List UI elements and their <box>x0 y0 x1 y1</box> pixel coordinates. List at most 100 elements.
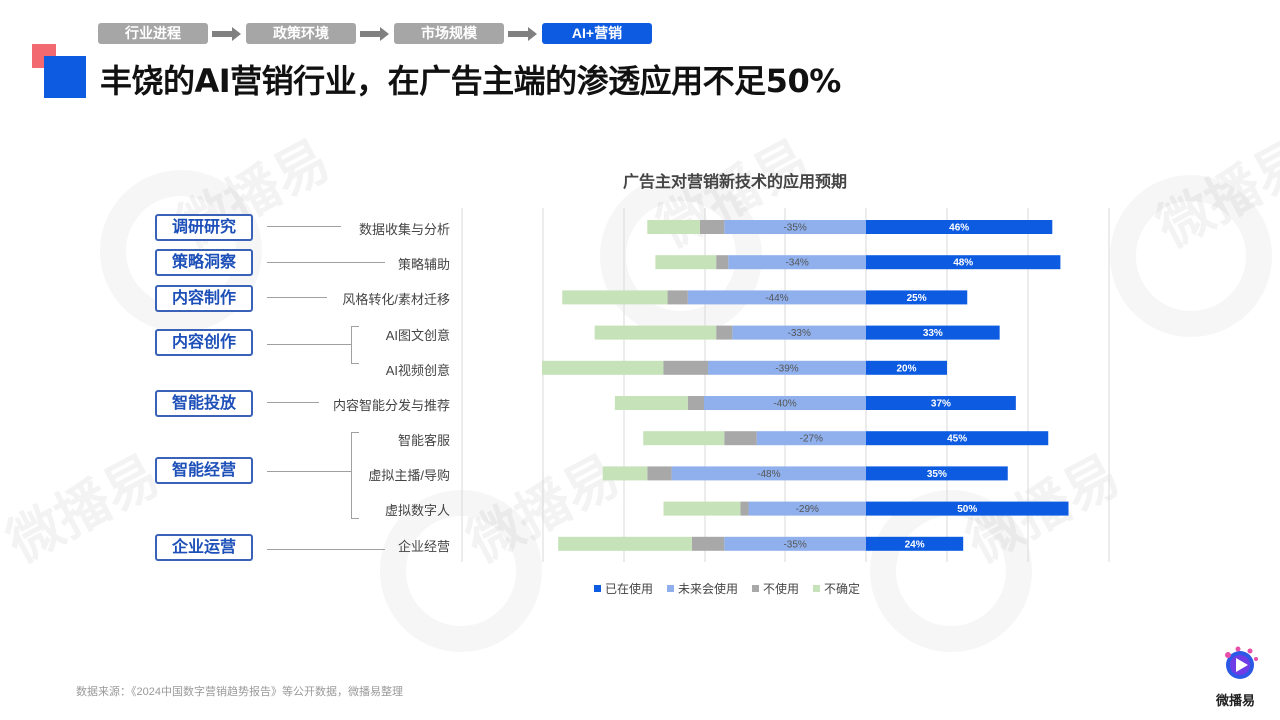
breadcrumb-step[interactable]: 市场规模 <box>394 23 504 44</box>
data-label-future: -39% <box>775 363 798 374</box>
bar-unsure[interactable] <box>558 536 692 551</box>
connector-line <box>267 471 351 472</box>
breadcrumb-step[interactable]: 政策环境 <box>246 23 356 44</box>
connector-line <box>267 549 385 550</box>
bar-future-use[interactable] <box>724 536 866 551</box>
decorative-square <box>44 56 86 98</box>
bar-already-using[interactable] <box>866 290 968 305</box>
data-label-future: -48% <box>757 469 780 480</box>
bar-unsure[interactable] <box>655 255 717 270</box>
category-box: 内容创作 <box>155 329 253 356</box>
legend-label: 不确定 <box>824 582 861 596</box>
row-label: 策略辅助 <box>397 257 450 272</box>
bar-already-using[interactable] <box>866 536 964 551</box>
category-box: 智能经营 <box>155 457 253 484</box>
bar-already-using[interactable] <box>866 396 1016 410</box>
data-label-future: -33% <box>787 328 810 339</box>
row-label: 智能客服 <box>397 433 450 448</box>
legend-item[interactable]: 不确定 <box>813 580 860 597</box>
bar-not-use[interactable] <box>716 325 733 340</box>
bar-unsure[interactable] <box>602 466 648 481</box>
legend-item[interactable]: 已在使用 <box>594 580 653 597</box>
bar-not-use[interactable] <box>667 290 688 305</box>
row-label: AI图文创意 <box>385 328 450 343</box>
connector-line <box>267 226 341 227</box>
legend-label: 已在使用 <box>605 582 654 596</box>
arrow-right-icon <box>208 23 246 44</box>
bar-not-use[interactable] <box>699 220 725 234</box>
bar-future-use[interactable] <box>756 431 866 446</box>
bar-unsure[interactable] <box>643 431 725 446</box>
bracket-line <box>351 363 359 364</box>
bar-not-use[interactable] <box>740 501 749 516</box>
bar-already-using[interactable] <box>866 431 1049 446</box>
connector-line <box>267 262 385 263</box>
bar-already-using[interactable] <box>866 466 1008 481</box>
legend-item[interactable]: 未来会使用 <box>667 580 738 597</box>
data-label-used: 24% <box>905 539 925 550</box>
page-title: 丰饶的AI营销行业，在广告主端的渗透应用不足50% <box>100 62 841 100</box>
row-label: 虚拟主播/导购 <box>368 468 450 483</box>
category-box: 策略洞察 <box>155 249 253 276</box>
row-label: AI视频创意 <box>385 363 450 378</box>
bar-unsure[interactable] <box>614 396 688 410</box>
bar-already-using[interactable] <box>866 501 1069 516</box>
bar-future-use[interactable] <box>671 466 866 481</box>
bar-not-use[interactable] <box>716 255 729 270</box>
bracket-line <box>351 432 352 518</box>
row-label: 风格转化/素材迁移 <box>342 292 450 307</box>
data-label-used: 20% <box>896 363 916 374</box>
connector-line <box>267 344 351 345</box>
data-label-used: 50% <box>957 504 977 515</box>
breadcrumb-step-active[interactable]: AI+营销 <box>542 23 652 44</box>
category-box: 内容制作 <box>155 285 253 312</box>
legend-label: 不使用 <box>763 582 800 596</box>
data-source-note: 数据来源：《2024中国数字营销趋势报告》等公开数据，微播易整理 <box>76 686 403 698</box>
bar-already-using[interactable] <box>866 325 1000 340</box>
bar-future-use[interactable] <box>724 220 866 234</box>
bar-future-use[interactable] <box>732 325 866 340</box>
arrow-right-icon <box>504 23 542 44</box>
bar-not-use[interactable] <box>687 396 704 410</box>
bar-future-use[interactable] <box>728 255 866 270</box>
bar-future-use[interactable] <box>708 360 866 375</box>
bar-future-use[interactable] <box>687 290 866 305</box>
bracket-line <box>351 326 352 363</box>
bracket-line <box>351 326 359 327</box>
bar-future-use[interactable] <box>748 501 866 516</box>
legend-label: 未来会使用 <box>678 582 739 596</box>
breadcrumb-step[interactable]: 行业进程 <box>98 23 208 44</box>
chart-legend: 已在使用 未来会使用 不使用 不确定 <box>594 580 860 597</box>
category-box: 调研研究 <box>155 214 253 241</box>
data-label-used: 33% <box>923 328 943 339</box>
bar-already-using[interactable] <box>866 255 1061 270</box>
bar-already-using[interactable] <box>866 360 947 375</box>
bar-unsure[interactable] <box>647 220 700 234</box>
data-label-future: -34% <box>785 258 808 269</box>
bar-unsure[interactable] <box>594 325 717 340</box>
bar-already-using[interactable] <box>866 220 1053 234</box>
data-label-future: -35% <box>783 539 806 550</box>
category-box: 智能投放 <box>155 390 253 417</box>
data-label-future: -35% <box>783 223 806 234</box>
bar-unsure[interactable] <box>663 501 741 516</box>
bar-not-use[interactable] <box>724 431 757 446</box>
legend-item[interactable]: 不使用 <box>752 580 799 597</box>
bar-not-use[interactable] <box>691 536 725 551</box>
bar-not-use[interactable] <box>647 466 672 481</box>
connector-line <box>267 297 327 298</box>
row-label: 虚拟数字人 <box>384 503 450 518</box>
bar-future-use[interactable] <box>704 396 866 410</box>
connector-line <box>267 402 319 403</box>
brand-logo-text: 微播易 <box>1216 693 1256 708</box>
data-label-future: -29% <box>796 504 819 515</box>
bar-unsure[interactable] <box>562 290 668 305</box>
data-label-used: 48% <box>953 258 973 269</box>
row-label: 企业经营 <box>397 539 450 554</box>
legend-swatch <box>667 585 675 592</box>
data-label-used: 46% <box>949 223 969 234</box>
bar-unsure[interactable] <box>542 360 664 375</box>
bar-not-use[interactable] <box>663 360 709 375</box>
data-label-future: -27% <box>800 434 823 445</box>
